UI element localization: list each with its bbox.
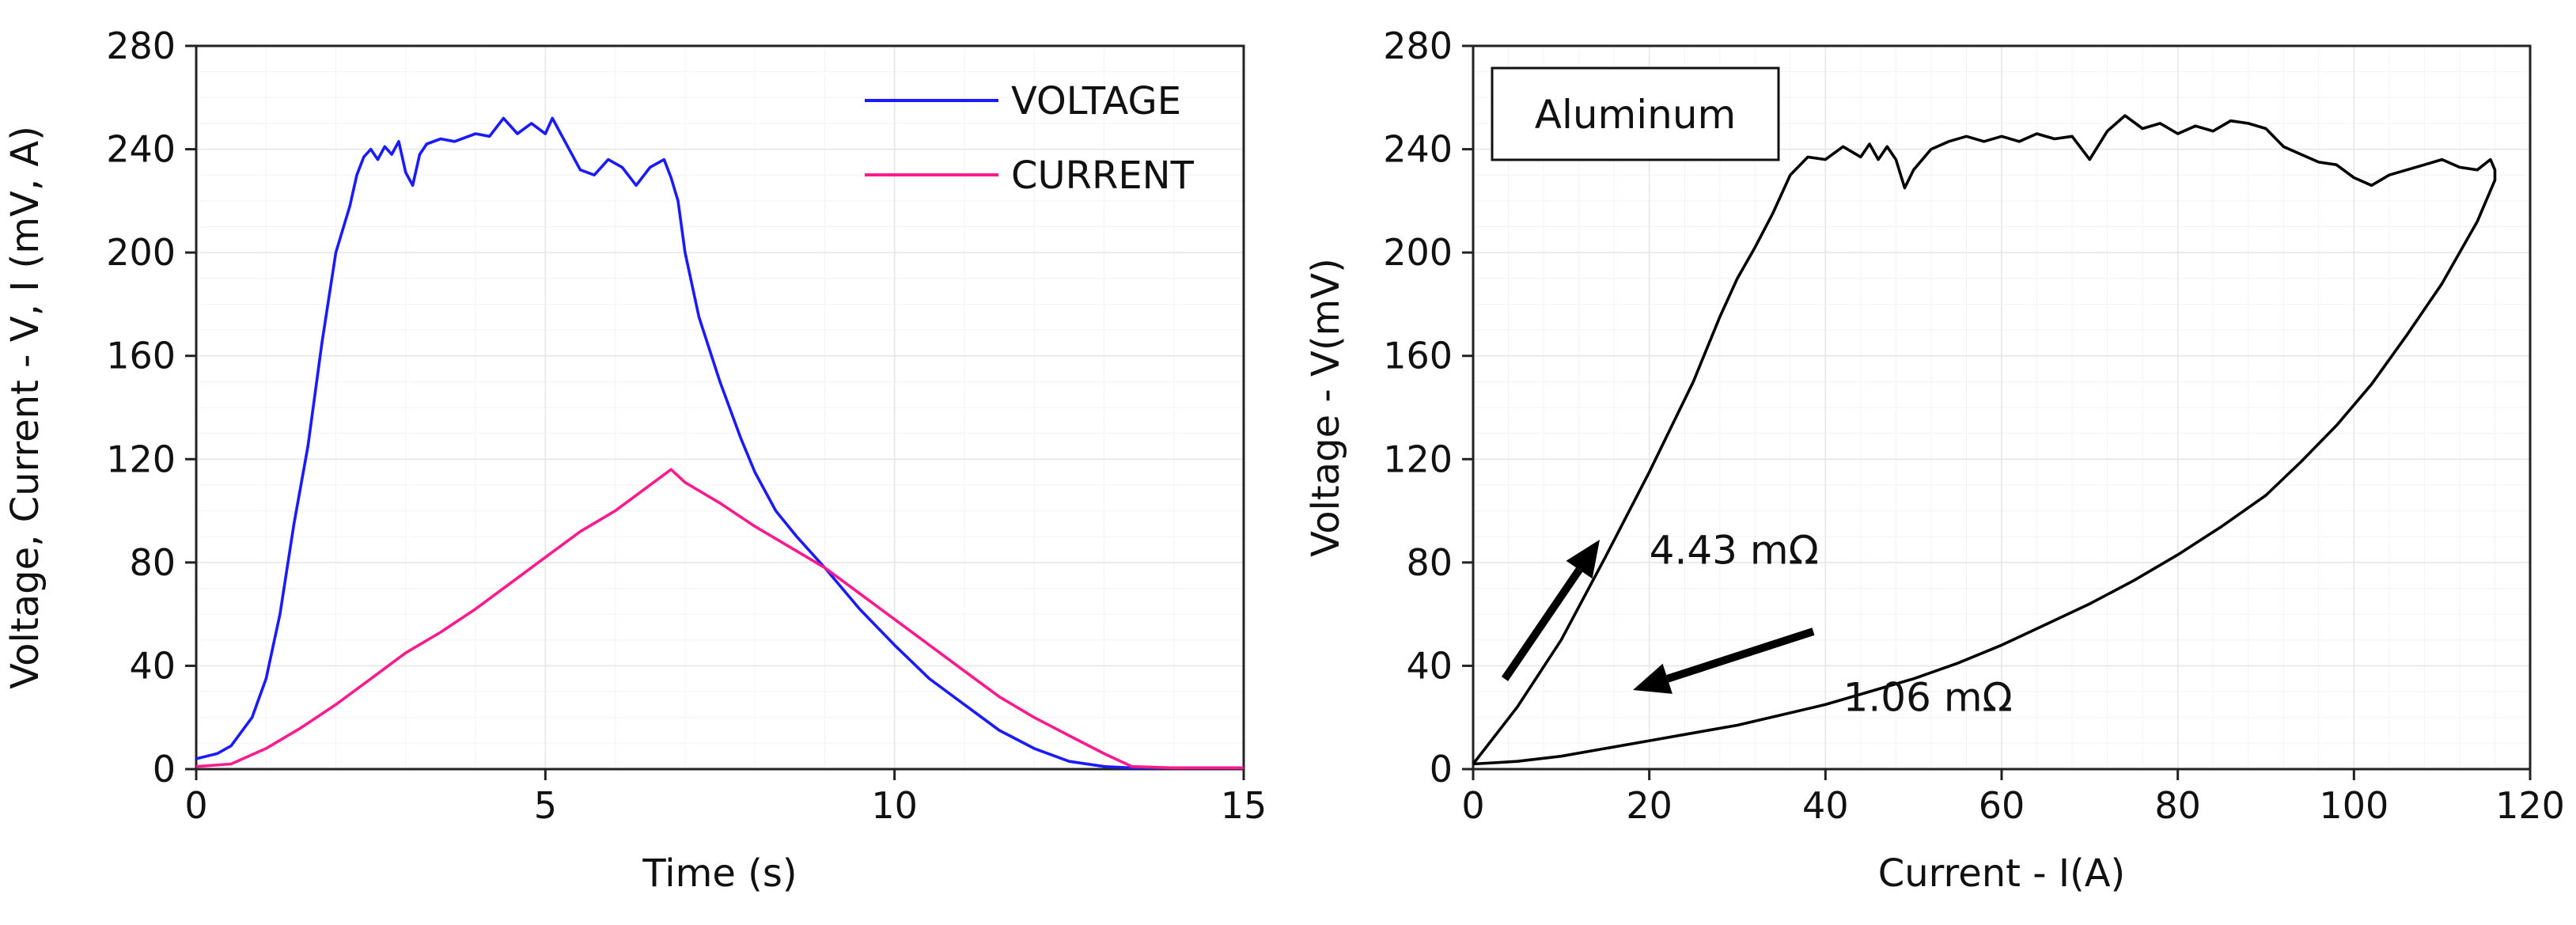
- x-tick-label: 20: [1626, 784, 1673, 827]
- chart-panel-2: 0 20 40 60 80 100 120 0 40 80 120 160 200 240 280 Curre…: [1304, 25, 2565, 896]
- y-tick-label: 280: [1383, 25, 1453, 67]
- annotation-resistance-1: 4.43 mΩ: [1650, 528, 1819, 574]
- arrow-head-2: [1633, 663, 1673, 694]
- y-tick-label: 40: [1406, 644, 1453, 687]
- y-tick-label: 280: [106, 25, 176, 67]
- y-tick-label: 200: [106, 231, 176, 274]
- x-tick-label: 5: [534, 784, 557, 827]
- x-axis-title: Time (s): [642, 851, 797, 896]
- label-box-text: Aluminum: [1535, 92, 1736, 138]
- y-tick-label: 240: [106, 128, 176, 171]
- arrow-head-1: [1566, 540, 1600, 579]
- legend-label-current: CURRENT: [1011, 154, 1195, 198]
- arrow-shaft-2: [1666, 627, 1815, 683]
- y-axis-title: Voltage - V(mV): [1304, 258, 1348, 557]
- y-tick-label: 120: [106, 438, 176, 480]
- y-tick-label: 0: [153, 748, 176, 790]
- y-tick-label: 160: [1383, 335, 1453, 377]
- y-tick-label: 40: [129, 644, 176, 687]
- x-tick-label: 0: [1461, 784, 1484, 827]
- chart-panel-1: 0 5 10 15 0 40 80 120 160 200 240 280 Time (s) Voltag…: [3, 25, 1267, 896]
- annotation-resistance-2: 1.06 mΩ: [1843, 675, 2013, 721]
- x-axis-title: Current - I(A): [1878, 851, 2126, 896]
- y-tick-label: 240: [1383, 128, 1453, 171]
- x-tick-label: 15: [1221, 784, 1267, 827]
- y-tick-label: 0: [1430, 748, 1453, 790]
- x-tick-label: 60: [1979, 784, 2025, 827]
- x-tick-label: 10: [871, 784, 918, 827]
- plot-frame: [195, 44, 1245, 771]
- x-tick-label: 120: [2495, 784, 2565, 827]
- label-box: [1491, 66, 1780, 161]
- arrow-shaft-1: [1501, 567, 1583, 681]
- y-tick-label: 200: [1383, 231, 1453, 274]
- y-tick-label: 80: [129, 541, 176, 584]
- x-tick-label: 100: [2319, 784, 2388, 827]
- legend: VOLTAGE CURRENT: [865, 79, 1195, 198]
- legend-label-voltage: VOLTAGE: [1011, 79, 1181, 123]
- x-tick-label: 80: [2154, 784, 2201, 827]
- y-tick-label: 80: [1406, 541, 1453, 584]
- series-line-voltage: [195, 116, 1244, 770]
- series-line-aluminum: [1472, 114, 2497, 766]
- x-tick-label: 40: [1802, 784, 1849, 827]
- y-axis-title: Voltage, Current - V, I (mV, A): [3, 126, 47, 689]
- x-tick-label: 0: [184, 784, 207, 827]
- y-tick-label: 120: [1383, 438, 1453, 480]
- y-tick-label: 160: [106, 335, 176, 377]
- series-line-current: [195, 468, 1244, 770]
